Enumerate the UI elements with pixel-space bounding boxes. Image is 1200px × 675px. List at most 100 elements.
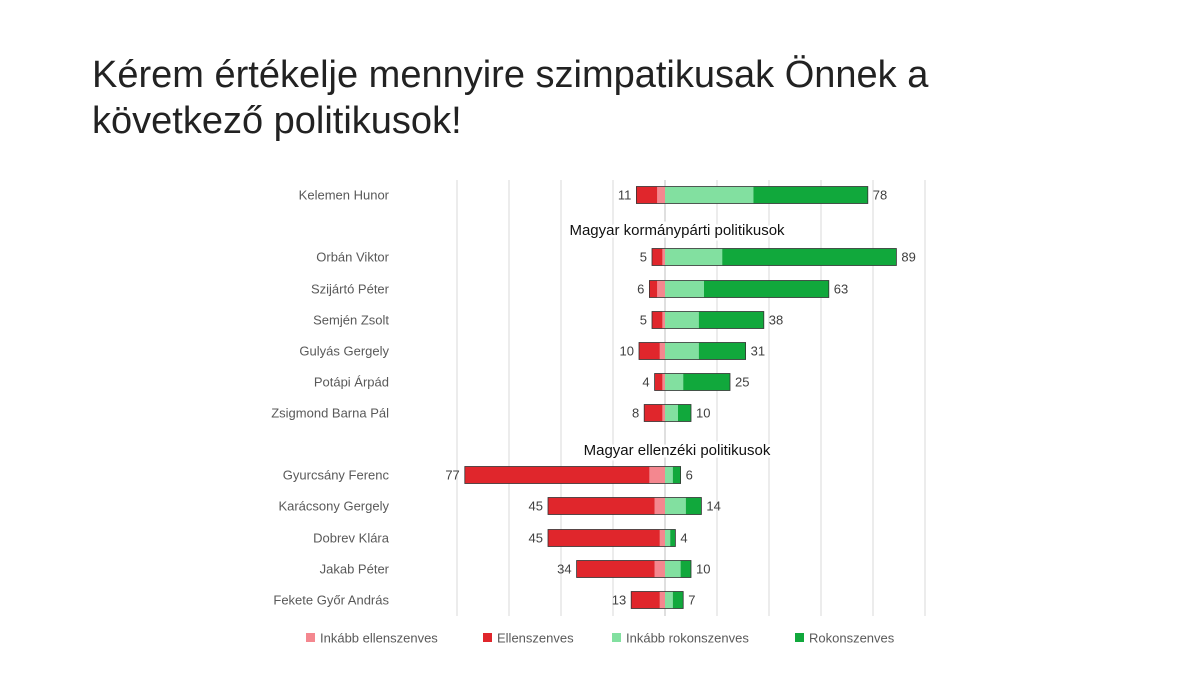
chart-legend: Inkább ellenszenves Ellenszenves Inkább ro… [306,631,895,646]
negative-total-label: 8 [632,406,639,421]
group-title: Magyar kormánypárti politikusok [569,222,785,239]
bar-inkabb-ellenszenves [662,404,665,422]
legend-swatch [306,633,315,642]
bar-outline [576,560,692,578]
negative-total-label: 45 [529,499,543,514]
bar-outline [643,404,692,422]
category-label: Szijártó Péter [311,282,390,297]
bar-ellenszenves [639,342,660,360]
negative-total-label: 77 [445,468,459,483]
bar-inkabb-ellenszenves [659,529,665,547]
bar-outline [651,311,765,329]
bar-ellenszenves [644,404,663,422]
negative-total-label: 10 [620,344,634,359]
bar-inkabb-rokonszenves [665,466,673,484]
bar-inkabb-rokonszenves [665,311,699,329]
bar-inkabb-ellenszenves [654,560,665,578]
bar-outline [649,280,830,298]
category-label: Potápi Árpád [314,375,389,390]
legend-entry: Rokonszenves [809,631,895,646]
bar-rokonszenves [685,497,702,515]
slide-title-line-2: következő politikusok! [92,100,462,142]
bar-inkabb-rokonszenves [665,529,671,547]
bar-ellenszenves [652,248,663,266]
positive-total-label: 10 [696,562,710,577]
bar-inkabb-rokonszenves [665,248,723,266]
negative-total-label: 4 [642,375,649,390]
bar-outline [636,186,869,204]
category-label: Fekete Győr András [273,593,389,608]
bar-inkabb-ellenszenves [649,466,665,484]
positive-total-label: 31 [751,344,765,359]
bar-rokonszenves [672,466,681,484]
bar-rokonszenves [698,311,764,329]
bar-inkabb-rokonszenves [665,404,678,422]
bar-inkabb-rokonszenves [665,186,754,204]
legend-entry: Ellenszenves [497,631,574,646]
bar-outline [547,529,676,547]
positive-total-label: 89 [901,250,915,265]
chart-gridlines [456,180,926,616]
bar-rokonszenves [722,248,897,266]
positive-total-label: 63 [834,282,848,297]
positive-total-label: 10 [696,406,710,421]
bar-inkabb-rokonszenves [665,342,699,360]
category-label: Orbán Viktor [316,250,389,265]
category-label: Jakab Péter [320,562,390,577]
bar-outline [638,342,746,360]
negative-total-label: 5 [640,313,647,328]
bar-ellenszenves [654,373,663,391]
bar-outline [654,373,731,391]
bar-inkabb-ellenszenves [659,591,665,609]
bar-rokonszenves [698,342,746,360]
bar-ellenszenves [464,466,650,484]
negative-total-label: 5 [640,250,647,265]
slide-title: Kérem értékelje mennyire szimpatikusak Ö… [92,52,1092,144]
bar-rokonszenves [672,591,684,609]
chart-bars [464,186,897,609]
bar-inkabb-rokonszenves [665,280,704,298]
bar-ellenszenves [548,529,660,547]
bar-inkabb-ellenszenves [662,311,665,329]
bar-ellenszenves [636,186,658,204]
category-label: Gulyás Gergely [299,344,389,359]
bar-inkabb-ellenszenves [662,373,665,391]
bar-ellenszenves [548,497,655,515]
slide-title-line-1: Kérem értékelje mennyire szimpatikusak Ö… [92,54,929,96]
bar-inkabb-rokonszenves [665,373,684,391]
legend-entry: Inkább ellenszenves [320,631,438,646]
category-label: Gyurcsány Ferenc [283,468,390,483]
negative-total-label: 13 [612,593,626,608]
positive-total-label: 14 [706,499,720,514]
bar-inkabb-rokonszenves [665,497,686,515]
negative-total-label: 6 [637,282,644,297]
bar-ellenszenves [631,591,660,609]
negative-total-label: 45 [529,531,543,546]
bar-rokonszenves [683,373,730,391]
bar-outline [547,497,702,515]
negative-total-label: 34 [557,562,571,577]
positive-total-label: 78 [873,188,887,203]
category-label: Zsigmond Barna Pál [271,406,389,421]
bar-outline [630,591,684,609]
legend-swatch [612,633,621,642]
bar-rokonszenves [753,186,868,204]
legend-swatch [483,633,492,642]
positive-total-label: 7 [688,593,695,608]
bar-outline [464,466,681,484]
group-title: Magyar ellenzéki politikusok [584,442,771,459]
bar-inkabb-rokonszenves [665,591,673,609]
bar-outline [651,248,897,266]
bar-ellenszenves [652,311,663,329]
bar-ellenszenves [649,280,658,298]
bar-inkabb-ellenszenves [662,248,665,266]
bar-inkabb-ellenszenves [657,280,665,298]
legend-entry: Inkább rokonszenves [626,631,749,646]
bar-rokonszenves [678,404,691,422]
legend-swatch [795,633,804,642]
positive-total-label: 38 [769,313,783,328]
negative-total-label: 11 [618,188,632,203]
positive-total-label: 25 [735,375,749,390]
